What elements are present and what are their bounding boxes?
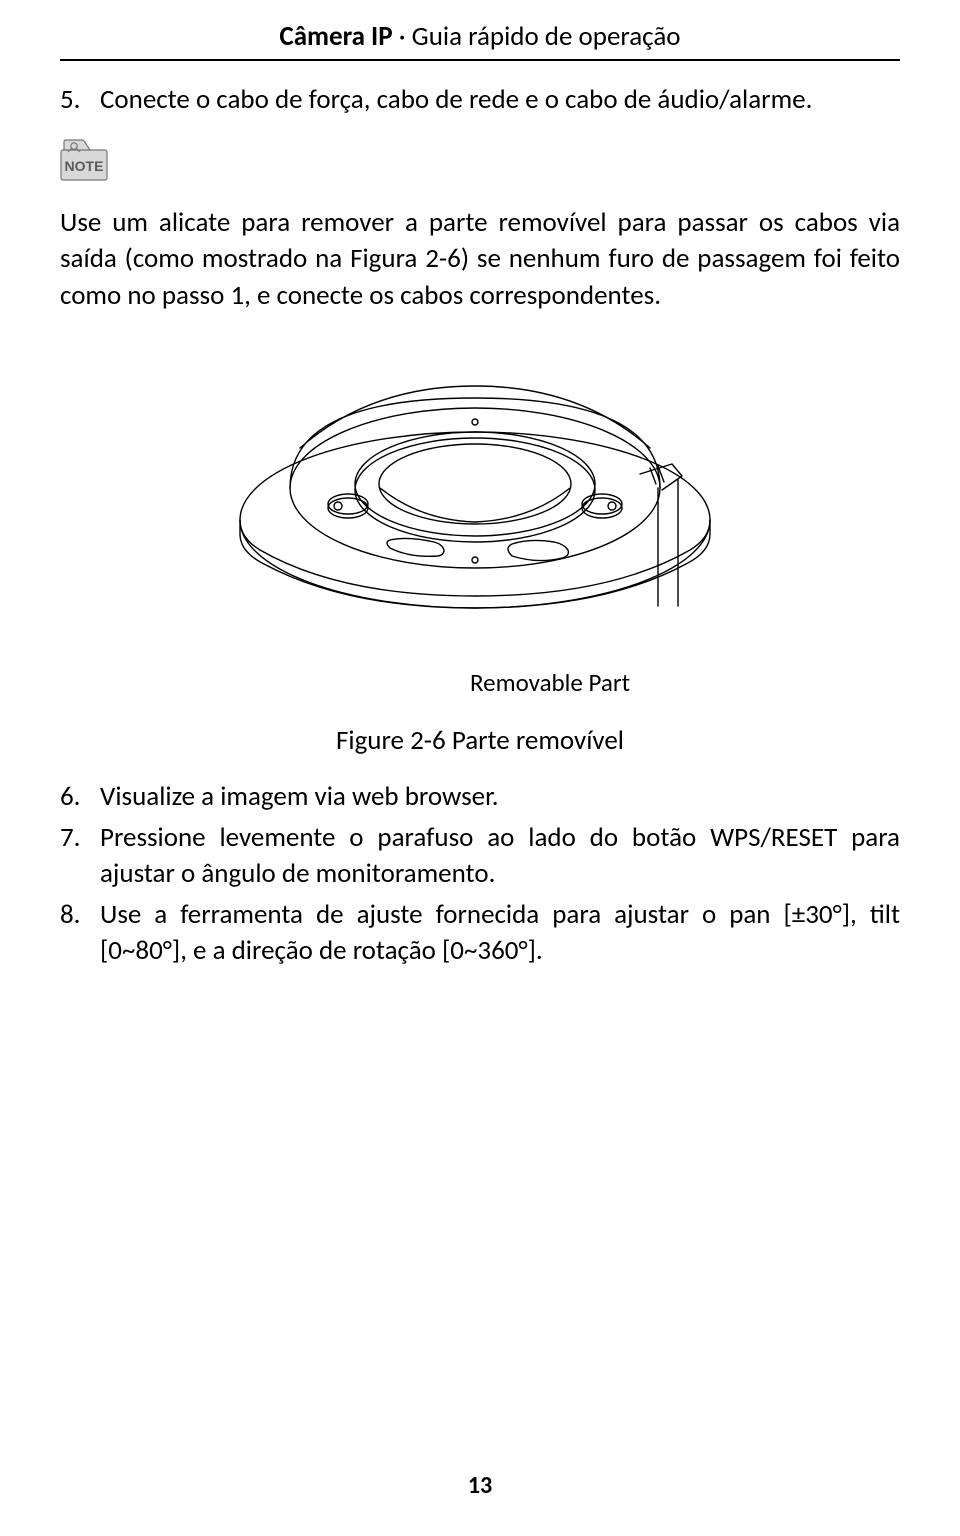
step-8-number: 8. bbox=[60, 897, 100, 970]
step-5-number: 5. bbox=[60, 83, 100, 116]
note-icon-label: NOTE bbox=[65, 158, 104, 174]
step-6: 6. Visualize a imagem via web browser. bbox=[60, 779, 900, 815]
header-title-bold: Câmera IP bbox=[279, 20, 392, 53]
step-7-text: Pressione levemente o parafuso ao lado d… bbox=[100, 820, 900, 893]
figure-illustration bbox=[220, 338, 740, 638]
note-paragraph: Use um alicate para remover a parte remo… bbox=[60, 205, 900, 314]
step-7: 7. Pressione levemente o parafuso ao lad… bbox=[60, 820, 900, 893]
header-rule bbox=[60, 59, 900, 61]
figure-2-6: Removable Part bbox=[60, 338, 900, 698]
step-8: 8. Use a ferramenta de ajuste fornecida … bbox=[60, 897, 900, 970]
step-7-number: 7. bbox=[60, 820, 100, 893]
note-icon: NOTE bbox=[60, 138, 108, 182]
header-title-sep: · bbox=[399, 20, 406, 53]
figure-callout: Removable Part bbox=[130, 667, 960, 698]
step-6-text: Visualize a imagem via web browser. bbox=[100, 779, 900, 815]
page-header: Câmera IP · Guia rápido de operação bbox=[60, 20, 900, 53]
page-number: 13 bbox=[0, 1471, 960, 1500]
step-5: 5. Conecte o cabo de força, cabo de rede… bbox=[60, 83, 900, 116]
header-title-rest: Guia rápido de operação bbox=[412, 20, 681, 53]
step-5-text: Conecte o cabo de força, cabo de rede e … bbox=[100, 83, 900, 116]
step-6-number: 6. bbox=[60, 779, 100, 815]
figure-caption: Figure 2-6 Parte removível bbox=[60, 724, 900, 757]
step-8-text: Use a ferramenta de ajuste fornecida par… bbox=[100, 897, 900, 970]
